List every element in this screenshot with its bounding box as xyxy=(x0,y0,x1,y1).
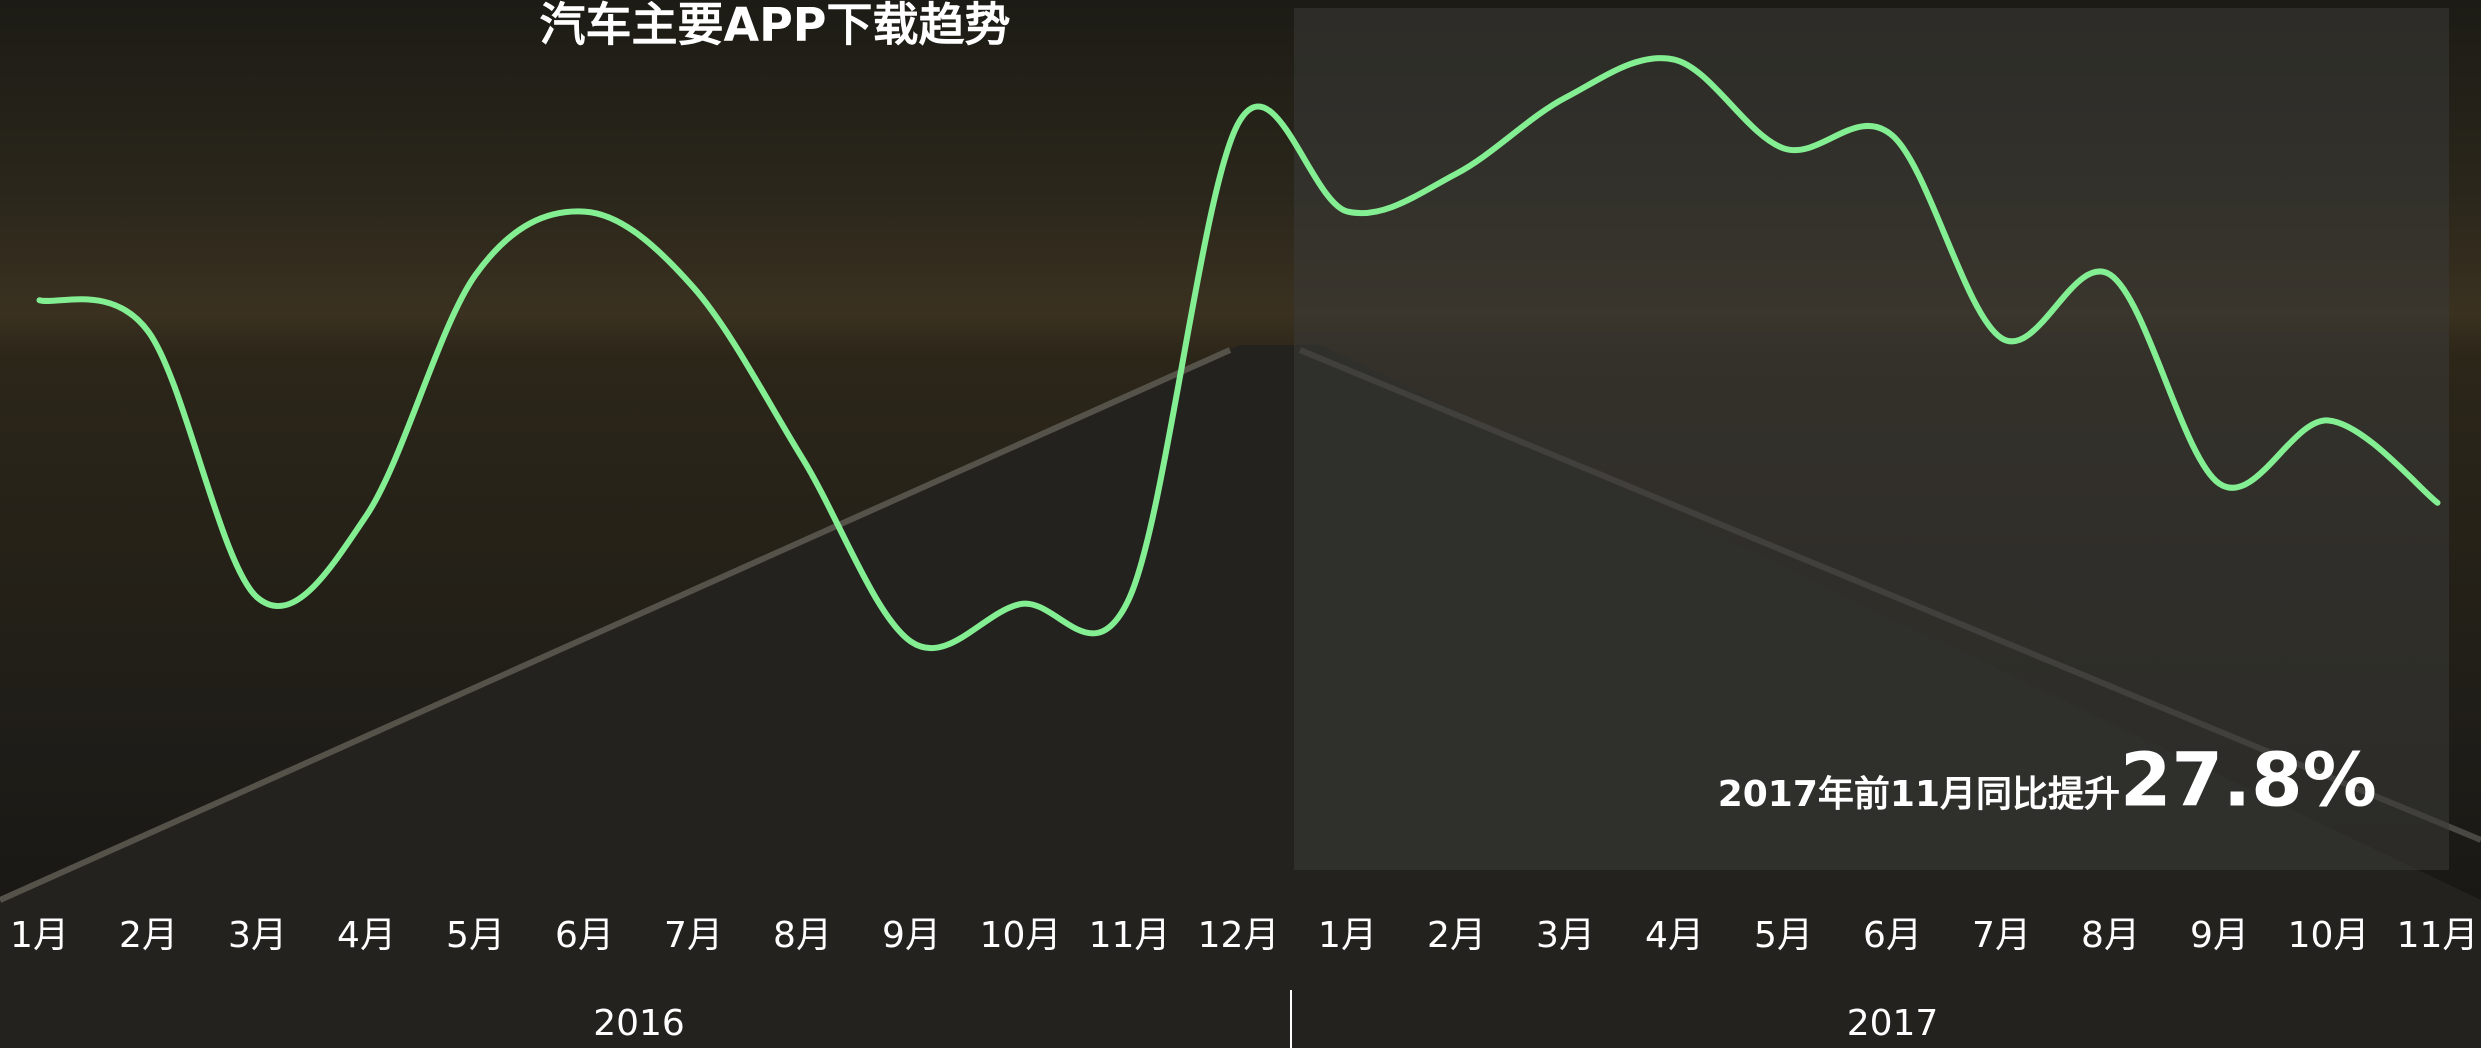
x-tick-label: 8月 xyxy=(773,915,832,956)
annotation-value: 27.8% xyxy=(2120,738,2377,824)
x-tick-label: 5月 xyxy=(446,915,505,956)
x-tick-label: 6月 xyxy=(555,915,614,956)
annotation: 2017年前11月同比提升 xyxy=(1718,774,2120,815)
x-tick-label: 3月 xyxy=(1536,915,1595,956)
x-tick-label: 9月 xyxy=(882,915,941,956)
x-tick-label: 2月 xyxy=(1427,915,1486,956)
x-tick-label: 8月 xyxy=(2081,915,2140,956)
x-tick-label: 1月 xyxy=(10,915,69,956)
x-tick-label: 6月 xyxy=(1863,915,1922,956)
x-tick-label: 11月 xyxy=(2397,915,2479,956)
x-tick-label: 11月 xyxy=(1089,915,1171,956)
x-tick-label: 4月 xyxy=(1645,915,1704,956)
x-tick-label: 12月 xyxy=(1198,915,1280,956)
x-tick-label: 1月 xyxy=(1318,915,1377,956)
x-tick-label: 9月 xyxy=(2190,915,2249,956)
x-tick-label: 4月 xyxy=(337,915,396,956)
data-line xyxy=(36,55,2441,652)
x-tick-label: 3月 xyxy=(228,915,287,956)
road xyxy=(0,345,2481,1048)
x-tick-label: 10月 xyxy=(2288,915,2370,956)
x-tick-label: 7月 xyxy=(664,915,723,956)
x-tick-label: 10月 xyxy=(980,915,1062,956)
year-label: 2017 xyxy=(1847,1003,1939,1044)
year-label: 2016 xyxy=(593,1003,685,1044)
chart-title: 汽车主要APP下载趋势 xyxy=(539,0,1010,52)
x-tick-label: 5月 xyxy=(1754,915,1813,956)
x-tick-label: 2月 xyxy=(119,915,178,956)
road-line xyxy=(0,347,1232,903)
x-tick-label: 7月 xyxy=(1972,915,2031,956)
